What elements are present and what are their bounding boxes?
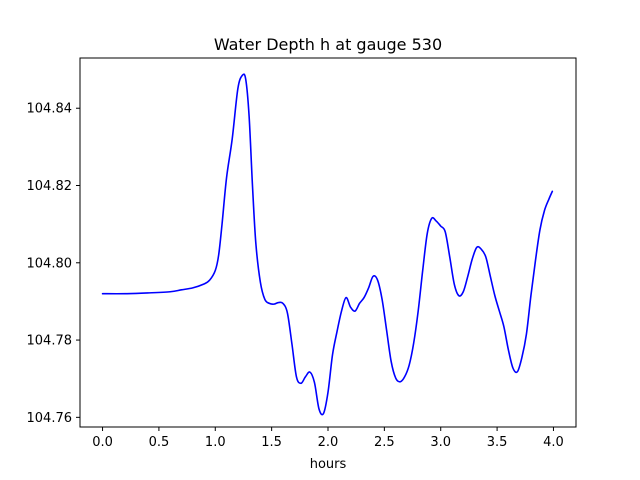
series-line bbox=[101, 73, 554, 416]
x-axis-label: hours bbox=[310, 457, 347, 472]
x-axis-ticks: 0.0 0.5 1.0 1.5 2.0 2.5 3.0 3.5 4.0 bbox=[92, 427, 564, 450]
chart-title: Water Depth h at gauge 530 bbox=[214, 35, 442, 54]
y-axis-ticks: 104.76 104.78 104.80 104.82 104.84 bbox=[27, 102, 80, 426]
y-tick-label: 104.82 bbox=[27, 179, 73, 194]
x-tick-label: 2.5 bbox=[374, 435, 395, 450]
x-tick-label: 1.0 bbox=[205, 435, 226, 450]
y-tick-label: 104.76 bbox=[27, 411, 73, 426]
x-tick-label: 0.5 bbox=[149, 435, 170, 450]
y-tick-label: 104.84 bbox=[27, 102, 73, 117]
x-tick-label: 3.5 bbox=[487, 435, 508, 450]
y-tick-label: 104.80 bbox=[27, 256, 73, 271]
plot-frame bbox=[79, 57, 577, 428]
x-tick-label: 2.0 bbox=[318, 435, 339, 450]
x-tick-label: 3.0 bbox=[430, 435, 451, 450]
x-tick-label: 4.0 bbox=[543, 435, 564, 450]
y-tick-label: 104.78 bbox=[27, 334, 73, 349]
series-group bbox=[101, 73, 554, 416]
x-tick-label: 1.5 bbox=[261, 435, 282, 450]
x-tick-label: 0.0 bbox=[92, 435, 113, 450]
